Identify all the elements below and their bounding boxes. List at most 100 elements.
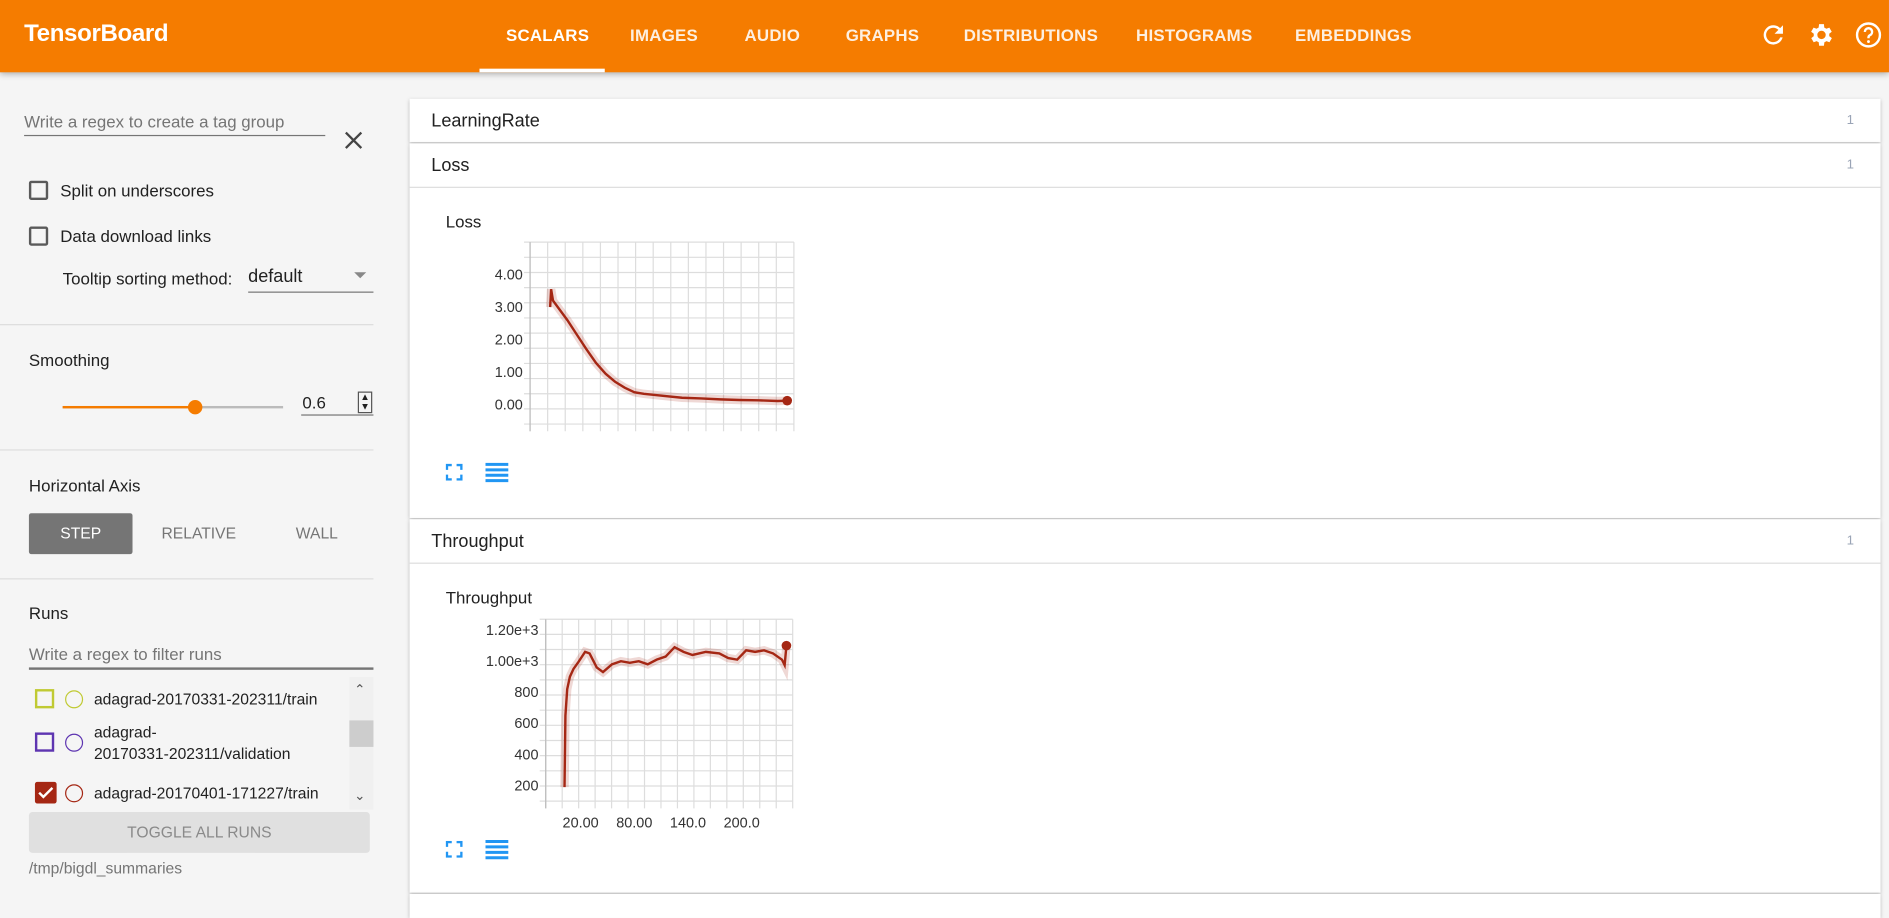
fullscreen-icon[interactable] <box>445 463 463 481</box>
y-tick-label: 3.00 <box>495 300 523 316</box>
category-header[interactable]: Throughput 1 <box>409 519 1881 564</box>
run-color-circle[interactable] <box>65 784 84 803</box>
y-tick-label: 1.00e+3 <box>486 654 539 670</box>
tooltip-sorting-label: Tooltip sorting method: <box>62 268 233 288</box>
data-download-links-checkbox[interactable] <box>28 226 49 246</box>
smoothed-series-line <box>563 645 788 788</box>
axis-wall-button[interactable]: WALL <box>295 524 338 543</box>
divider <box>0 449 374 451</box>
category-count: 1 <box>1846 113 1855 128</box>
sidebar: Split on underscores Data download links… <box>0 72 398 907</box>
x-tick-label: 200.0 <box>724 816 760 832</box>
dropdown-arrow-icon <box>354 272 367 279</box>
data-download-links-label: Data download links <box>60 226 212 246</box>
checkmark-icon <box>38 787 54 799</box>
tab-graphs[interactable]: GRAPHS <box>845 25 920 45</box>
tab-images[interactable]: IMAGES <box>630 25 699 45</box>
category-title: LearningRate <box>431 110 540 132</box>
runs-filter-input[interactable] <box>28 640 374 670</box>
y-tick-label: 1.20e+3 <box>486 623 539 639</box>
tab-scalars[interactable]: SCALARS <box>505 25 590 45</box>
category-title: Throughput <box>431 531 524 552</box>
y-tick-label: 0.00 <box>495 397 523 413</box>
y-tick-label: 4.00 <box>495 267 523 283</box>
category-title: Loss <box>431 155 470 176</box>
tab-distributions[interactable]: DISTRIBUTIONS <box>963 25 1099 45</box>
divider <box>0 324 374 326</box>
scroll-down-icon[interactable]: ⌄ <box>354 789 366 804</box>
split-on-underscores-checkbox[interactable] <box>28 180 49 200</box>
run-checkbox[interactable] <box>34 732 55 752</box>
category-throughput: Throughput 1 Throughput 1.20e+3 1.00e+3 80… <box>409 519 1881 893</box>
close-icon[interactable] <box>345 131 363 149</box>
run-item[interactable]: adagrad-20170401-171227/train <box>29 781 348 808</box>
category-count: 1 <box>1846 533 1855 549</box>
chart-title: Loss <box>445 212 482 232</box>
y-tick-label: 400 <box>514 747 538 763</box>
x-tick-label: 140.0 <box>670 816 706 832</box>
y-tick-label: 1.00 <box>495 365 523 381</box>
smoothing-slider[interactable] <box>62 399 284 415</box>
data-table-icon[interactable] <box>485 839 509 860</box>
stepper-arrows-icon[interactable]: ▲ ▼ <box>357 391 373 414</box>
divider <box>0 578 374 580</box>
last-point-marker <box>781 640 792 651</box>
x-tick-label: 80.00 <box>616 816 652 832</box>
smoothing-value-input[interactable]: 0.6 ▲ ▼ <box>301 388 374 416</box>
run-name: adagrad- 20170331-202311/validation <box>93 722 291 763</box>
run-checkbox-checked[interactable] <box>34 781 57 804</box>
tag-group-regex-input[interactable] <box>24 108 326 137</box>
tooltip-sorting-value: default <box>248 266 303 287</box>
run-color-circle[interactable] <box>65 690 84 709</box>
logdir-path: /tmp/bigdl_summaries <box>28 858 183 878</box>
throughput-chart[interactable]: 1.20e+3 1.00e+3 800 600 400 200 20.00 80.00 140.… <box>458 616 819 857</box>
scroll-up-icon[interactable]: ⌃ <box>354 683 366 698</box>
slider-knob[interactable] <box>187 399 203 415</box>
category-loss: Loss 1 Loss 4.00 3.00 2.00 1.00 0.00 <box>409 143 1881 519</box>
y-tick-label: 600 <box>514 716 538 732</box>
category-count: 1 <box>1846 157 1855 173</box>
y-tick-label: 800 <box>514 685 538 701</box>
run-name: adagrad-20170331-202311/train <box>93 690 318 709</box>
toggle-all-runs-button[interactable]: TOGGLE ALL RUNS <box>28 811 370 853</box>
category-header[interactable]: Loss 1 <box>409 143 1881 188</box>
active-tab-indicator <box>479 68 605 73</box>
run-item[interactable]: adagrad- 20170331-202311/validation <box>29 722 348 770</box>
tab-histograms[interactable]: HISTOGRAMS <box>1136 25 1253 45</box>
axis-step-button[interactable]: STEP <box>28 513 133 555</box>
settings-icon[interactable] <box>1807 20 1836 49</box>
category-learningrate[interactable]: LearningRate 1 <box>409 98 1881 143</box>
run-color-circle[interactable] <box>65 733 84 752</box>
loss-chart[interactable]: 4.00 3.00 2.00 1.00 0.00 <box>458 240 819 445</box>
y-tick-label: 2.00 <box>495 332 523 348</box>
refresh-icon[interactable] <box>1759 20 1788 49</box>
split-on-underscores-label: Split on underscores <box>60 180 215 200</box>
runs-scrollbar[interactable]: ⌃ ⌄ <box>349 677 374 810</box>
runs-label: Runs <box>28 603 69 623</box>
last-point-marker <box>782 395 793 406</box>
smoothing-value: 0.6 <box>302 392 326 413</box>
scrollbar-thumb[interactable] <box>349 720 374 747</box>
chart-title: Throughput <box>445 587 533 608</box>
help-icon[interactable] <box>1854 20 1883 49</box>
tab-embeddings[interactable]: EMBEDDINGS <box>1295 25 1412 45</box>
data-table-icon[interactable] <box>485 462 509 483</box>
raw-series-line <box>545 288 788 406</box>
top-app-bar: TensorBoard SCALARS IMAGES AUDIO GRAPHS … <box>0 0 1889 73</box>
run-name: adagrad-20170401-171227/train <box>93 784 319 803</box>
app-title: TensorBoard <box>24 20 169 47</box>
x-tick-label: 20.00 <box>563 816 599 832</box>
axis-relative-button[interactable]: RELATIVE <box>161 524 237 543</box>
runs-list: adagrad-20170331-202311/train adagrad- 2… <box>0 677 349 810</box>
y-tick-label: 200 <box>514 778 538 794</box>
smoothing-label: Smoothing <box>28 350 110 370</box>
horizontal-axis-label: Horizontal Axis <box>28 475 141 496</box>
category-next <box>409 893 1881 918</box>
smoothed-series-line <box>548 289 788 403</box>
run-item[interactable]: adagrad-20170331-202311/train <box>29 687 348 714</box>
tab-audio[interactable]: AUDIO <box>744 25 801 45</box>
run-checkbox[interactable] <box>34 689 55 709</box>
tooltip-sorting-dropdown[interactable]: default <box>248 263 374 293</box>
fullscreen-icon[interactable] <box>445 840 463 858</box>
